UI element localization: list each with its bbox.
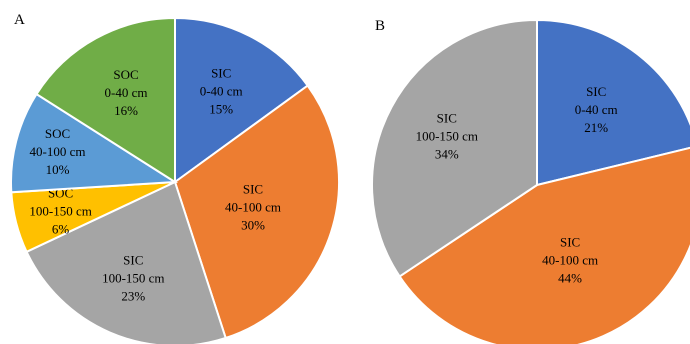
pie-a-slice-5-label-line-1: 0-40 cm xyxy=(105,85,148,100)
pie-b-slice-2-label-line-1: 100-150 cm xyxy=(416,129,478,144)
pie-a-slice-2-label-line-0: SIC xyxy=(123,252,143,267)
pie-b-slice-2-label-line-0: SIC xyxy=(437,111,457,126)
pie-b-slice-1-label: SIC 40-100 cm 44% xyxy=(542,235,598,286)
pie-a-slice-5 xyxy=(35,16,176,184)
pie-a-slice-5-label: SOC 0-40 cm 16% xyxy=(105,67,148,118)
pie-a-slice-1 xyxy=(173,84,340,340)
pie-b-slice-1-label-line-1: 40-100 cm xyxy=(542,253,598,268)
pie-a-slice-1-label-line-1: 40-100 cm xyxy=(225,199,281,214)
pie-b-slice-1-label-line-0: SIC xyxy=(560,235,580,250)
pie-a-slice-0-label-line-0: SIC xyxy=(211,65,231,80)
pie-chart-b: SIC 0-40 cm 21% SIC 40-100 cm 44% SIC 100-150 c… xyxy=(371,18,690,344)
pie-b-slice-0-label-line-1: 0-40 cm xyxy=(575,102,618,117)
pie-a-slice-2-label-line-2: 23% xyxy=(121,288,145,303)
pie-chart-a: SIC 0-40 cm 15% SIC 40-100 cm 30% SIC 100-150 c… xyxy=(9,16,340,344)
pie-a-slice-2-label: SIC 100-150 cm 23% xyxy=(102,252,164,303)
pie-b-slice-1-label-line-2: 44% xyxy=(558,271,582,286)
pie-a-slice-1-label-line-0: SIC xyxy=(243,181,263,196)
pie-a-slice-4 xyxy=(9,92,179,194)
pie-a-slice-0-label: SIC 0-40 cm 15% xyxy=(200,65,243,116)
pie-a-slice-4-label-line-0: SOC xyxy=(45,126,70,141)
pie-a-slice-1-label-line-2: 30% xyxy=(241,217,265,232)
pie-a-slice-4-label-line-2: 10% xyxy=(46,162,70,177)
pie-b-slice-0 xyxy=(536,18,690,187)
pie-b-slice-1 xyxy=(398,146,690,344)
pie-a-slice-4-label-line-1: 40-100 cm xyxy=(30,144,86,159)
pie-a-slice-3-label-line-1: 100-150 cm xyxy=(29,203,91,218)
pie-b-slice-2-label: SIC 100-150 cm 34% xyxy=(416,111,478,162)
pie-a-slice-5-label-line-0: SOC xyxy=(113,67,138,82)
pie-b-slice-0-label: SIC 0-40 cm 21% xyxy=(575,84,618,135)
pie-b-slice-0-label-line-0: SIC xyxy=(586,84,606,99)
pie-b-slice-0-label-line-2: 21% xyxy=(584,120,608,135)
pie-a-slice-0-label-line-1: 0-40 cm xyxy=(200,83,243,98)
pie-b-slice-2-label-line-2: 34% xyxy=(435,147,459,162)
panel-label-b: B xyxy=(375,18,385,34)
pie-b-slice-2 xyxy=(371,18,538,278)
pie-a-slice-0 xyxy=(174,16,310,184)
pie-a-slice-0-label-line-2: 15% xyxy=(209,101,233,116)
pie-a-slice-1-label: SIC 40-100 cm 30% xyxy=(225,181,281,232)
pie-a-slice-3-label-line-2: 6% xyxy=(52,221,70,236)
pie-a-slice-2-label-line-1: 100-150 cm xyxy=(102,270,164,285)
pie-a-slice-4-label: SOC 40-100 cm 10% xyxy=(30,126,86,177)
pie-a-slice-5-label-line-2: 16% xyxy=(114,103,138,118)
panel-label-a: A xyxy=(14,12,25,28)
